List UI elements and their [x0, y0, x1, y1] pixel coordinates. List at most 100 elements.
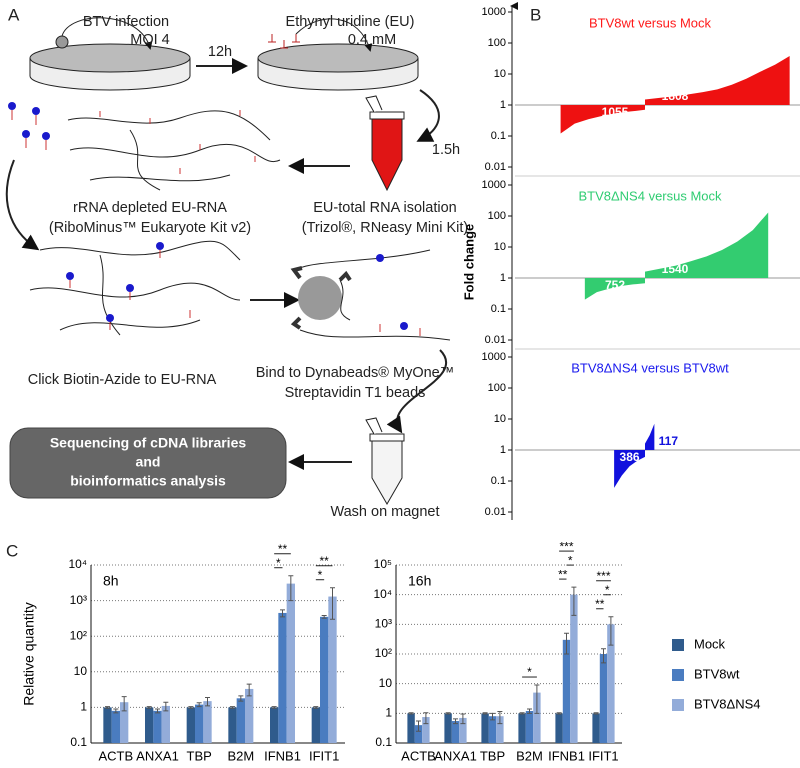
y-tick-label: 0.1: [491, 303, 506, 315]
error-bar: [460, 713, 466, 725]
legend-label: BTV8wt: [694, 666, 740, 681]
x-tick-label: TBP: [187, 748, 212, 763]
significance-label: *: [568, 553, 573, 567]
bar: [120, 702, 129, 743]
y-tick-label: 0.1: [70, 735, 87, 749]
error-bar: [527, 708, 532, 714]
panel-label: B: [530, 5, 541, 24]
legend-label: Mock: [694, 636, 726, 651]
y-tick-label: 10: [494, 68, 506, 80]
bar: [496, 716, 504, 743]
error-bar: [490, 712, 495, 721]
x-tick-label: ACTB: [98, 748, 133, 763]
arrow: [386, 349, 448, 434]
error-bar: [196, 702, 202, 708]
box-label: and: [136, 454, 161, 470]
y-tick-label: 100: [488, 210, 506, 222]
y-tick-label: 1000: [482, 351, 506, 363]
error-bar: [246, 683, 252, 697]
step-label: EU-total RNA isolation: [313, 200, 456, 216]
error-bar: [482, 712, 488, 715]
area: [645, 212, 769, 278]
step-label: rRNA depleted EU-RNA: [73, 200, 227, 216]
panel-label: C: [6, 541, 18, 560]
bar: [414, 725, 423, 743]
error-bar: [534, 684, 540, 714]
error-bar: [146, 706, 152, 709]
bar: [103, 707, 112, 743]
bar: [311, 707, 320, 743]
bar: [186, 707, 195, 743]
error-bar: [497, 711, 503, 725]
x-tick-label: TBP: [480, 748, 505, 763]
error-bar: [205, 696, 210, 707]
y-tick-label: 100: [488, 37, 506, 49]
x-tick-label: IFIT1: [309, 748, 339, 763]
y-tick-label: 10: [379, 676, 393, 690]
bar: [161, 705, 170, 743]
step-label: (Trizol®, RNeasy Mini Kit): [302, 220, 468, 236]
step-label: MOI 4: [130, 32, 169, 48]
significance-label: ***: [596, 569, 610, 583]
x-tick-label: ACTB: [401, 748, 436, 763]
bar: [444, 713, 452, 743]
bar: [459, 717, 467, 743]
y-tick-label: 10²: [375, 646, 392, 660]
significance-label: **: [595, 597, 605, 611]
y-tick-label: 1: [80, 700, 87, 714]
error-bar: [556, 712, 562, 715]
error-bar: [280, 609, 285, 618]
bar: [286, 583, 295, 743]
bar: [195, 704, 204, 743]
count-label: 1055: [602, 105, 629, 119]
y-tick-label: 10²: [70, 628, 87, 642]
bar: [481, 713, 489, 743]
box-label: Sequencing of cDNA libraries: [50, 435, 247, 451]
y-tick-label: 10: [494, 241, 506, 253]
y-tick-label: 0.01: [485, 161, 506, 173]
step-label: (RiboMinus™ Eukaryote Kit v2): [49, 220, 251, 236]
x-tick-label: B2M: [516, 748, 543, 763]
error-bar: [105, 706, 110, 709]
bar: [228, 707, 237, 743]
error-bar: [113, 708, 119, 714]
arrow: [5, 159, 40, 251]
bar: [562, 639, 571, 743]
y-tick-label: 10⁴: [373, 587, 392, 601]
error-bar: [453, 718, 458, 725]
x-tick-label: IFIT1: [588, 748, 618, 763]
rna: [29, 240, 241, 336]
step-label: Bind to Dynabeads® MyOne™: [256, 365, 454, 381]
count-label: 752: [605, 278, 625, 292]
y-tick-label: 1000: [482, 6, 506, 18]
count-label: 1808: [662, 89, 689, 103]
x-tick-label: IFNB1: [548, 748, 585, 763]
area: [645, 423, 655, 450]
y-tick-label: 10⁴: [68, 557, 87, 571]
bar: [592, 713, 600, 743]
significance-label: **: [319, 554, 329, 568]
y-tick-label: 10: [74, 664, 88, 678]
x-tick-label: ANXA1: [434, 748, 477, 763]
bar: [488, 716, 497, 743]
tube: [365, 95, 405, 192]
error-bar: [163, 701, 169, 712]
y-tick-label: 10³: [70, 593, 87, 607]
y-tick-label: 100: [488, 382, 506, 394]
chart-title: 8h: [103, 573, 119, 589]
error-bar: [601, 648, 606, 664]
error-bar: [271, 706, 277, 709]
error-bar: [608, 616, 614, 646]
error-bar: [313, 706, 319, 709]
step-label: Ethynyl uridine (EU): [286, 14, 415, 30]
bar: [320, 616, 329, 743]
diagram: [5, 17, 451, 506]
error-bar: [519, 712, 525, 715]
y-tick-label: 1: [500, 272, 506, 284]
legend-swatch: [672, 699, 684, 711]
bar: [555, 713, 563, 743]
legend-swatch: [672, 669, 684, 681]
error-bar: [408, 712, 414, 715]
bar: [525, 710, 534, 743]
error-bar: [230, 706, 235, 709]
